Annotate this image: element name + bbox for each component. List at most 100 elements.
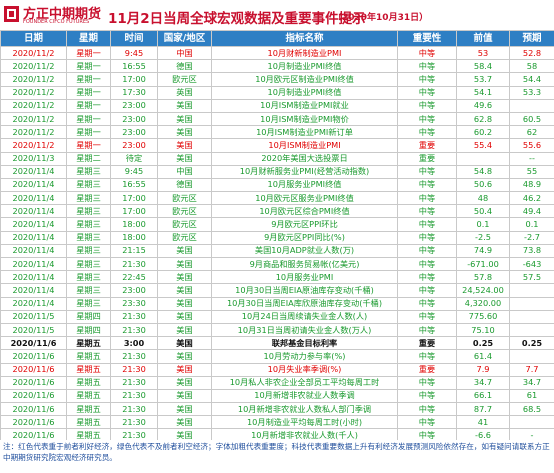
column-header-region: 国家/地区 — [157, 30, 212, 47]
cell-importance: 中等 — [397, 72, 457, 87]
cell-forecast: -2.7 — [509, 230, 554, 245]
column-header-previous: 前值 — [456, 30, 510, 47]
table-row: 2020/11/4 星期三 18:00 欧元区 9月欧元区PPI环比 中等 0.1 0.1 — [0, 217, 554, 232]
column-header-date: 日期 — [0, 30, 67, 47]
cell-region: 美国 — [157, 322, 212, 338]
cell-region: 美国 — [157, 138, 212, 153]
cell-region: 美国 — [157, 362, 212, 377]
cell-previous: -2.5 — [456, 230, 510, 245]
cell-date: 2020/11/4 — [0, 230, 67, 245]
cell-indicator: 10月ISM制造业PMI — [211, 138, 398, 153]
cell-weekday: 星期一 — [66, 98, 111, 113]
cell-date: 2020/11/6 — [0, 402, 67, 417]
cell-time: 21:30 — [110, 322, 158, 338]
column-header-indicator: 指标名称 — [211, 30, 398, 47]
cell-forecast: 0.1 — [509, 217, 554, 232]
cell-region: 美国 — [157, 256, 212, 272]
table-row: 2020/11/2 星期一 23:00 美国 10月ISM制造业PMI新订单 中等 60.2… — [0, 125, 554, 140]
cell-date: 2020/11/6 — [0, 375, 67, 390]
cell-indicator: 10月ISM制造业PMI就业 — [211, 98, 398, 113]
cell-previous — [456, 151, 510, 166]
cell-date: 2020/11/2 — [0, 85, 67, 100]
cell-indicator: 10月30日当周EIA原油库存变动(千桶) — [211, 283, 398, 298]
cell-weekday: 星期五 — [66, 362, 111, 377]
cell-time: 17:00 — [110, 204, 158, 219]
cell-importance: 中等 — [397, 415, 457, 430]
cell-previous: 53.7 — [456, 72, 510, 87]
cell-importance: 中等 — [397, 125, 457, 140]
cell-previous: 54.8 — [456, 164, 510, 179]
cell-date: 2020/11/4 — [0, 191, 67, 206]
brand-logo: 方正中期期货 FOUNDER CIFCO FUTURES — [3, 3, 101, 28]
cell-time: 17:00 — [110, 72, 158, 87]
cell-region: 美国 — [157, 98, 212, 113]
cell-indicator: 10月欧元区综合PMI终值 — [211, 204, 398, 219]
cell-previous: -671.00 — [456, 256, 510, 272]
cell-date: 2020/11/6 — [0, 362, 67, 377]
cell-importance: 中等 — [397, 177, 457, 193]
cell-weekday: 星期四 — [66, 309, 111, 324]
cell-region: 德国 — [157, 59, 212, 74]
cell-importance: 中等 — [397, 322, 457, 338]
cell-previous: 50.6 — [456, 177, 510, 193]
cell-importance: 中等 — [397, 230, 457, 245]
cell-weekday: 星期三 — [66, 296, 111, 311]
cell-weekday: 星期一 — [66, 111, 111, 127]
cell-time: 3:00 — [110, 336, 158, 351]
cell-previous: 66.1 — [456, 388, 510, 404]
cell-time: 23:00 — [110, 138, 158, 153]
cell-region: 中国 — [157, 164, 212, 179]
table-row: 2020/11/5 星期四 21:30 美国 10月31日当周初请失业金人数(万人) 中等… — [0, 322, 554, 338]
cell-importance: 中等 — [397, 164, 457, 179]
cell-importance: 中等 — [397, 375, 457, 390]
cell-forecast: 73.8 — [509, 243, 554, 259]
cell-importance: 中等 — [397, 256, 457, 272]
cell-forecast: -643 — [509, 256, 554, 272]
cell-region: 美国 — [157, 111, 212, 127]
cell-forecast: 58 — [509, 59, 554, 74]
cell-weekday: 星期一 — [66, 125, 111, 140]
table-row: 2020/11/2 星期一 17:00 欧元区 10月欧元区制造业PMI终值 中等 53.7… — [0, 72, 554, 87]
cell-indicator: 10月30日当周EIA库欣原油库存变动(千桶) — [211, 296, 398, 311]
cell-weekday: 星期一 — [66, 45, 111, 61]
cell-indicator: 9月欧元区PPI环比 — [211, 217, 398, 232]
cell-forecast: 61 — [509, 388, 554, 404]
cell-importance: 重要 — [397, 362, 457, 377]
cell-region: 英国 — [157, 85, 212, 100]
cell-previous: 49.6 — [456, 98, 510, 113]
cell-region: 欧元区 — [157, 230, 212, 245]
logo-subtext: FOUNDER CIFCO FUTURES — [23, 19, 90, 25]
cell-previous: 60.2 — [456, 125, 510, 140]
cell-previous: 24,524.00 — [456, 283, 510, 298]
cell-time: 21:30 — [110, 402, 158, 417]
cell-indicator: 10月24日当周续请失业金人数(人) — [211, 309, 398, 324]
cell-time: 9:45 — [110, 45, 158, 61]
table-row: 2020/11/2 星期一 9:45 中国 10月财新制造业PMI 中等 53 52.8 — [0, 45, 554, 61]
cell-forecast: 68.5 — [509, 402, 554, 417]
cell-forecast: 53.3 — [509, 85, 554, 100]
table-row: 2020/11/6 星期五 21:30 美国 10月劳动力参与率(%) 中等 61.4 — [0, 349, 554, 364]
cell-date: 2020/11/3 — [0, 151, 67, 166]
cell-region: 美国 — [157, 336, 212, 351]
cell-importance: 中等 — [397, 45, 457, 61]
column-header-time: 时间 — [110, 30, 158, 47]
cell-region: 美国 — [157, 388, 212, 404]
cell-date: 2020/11/2 — [0, 72, 67, 87]
cell-indicator: 10月欧元区服务业PMI终值 — [211, 191, 398, 206]
table-row: 2020/11/6 星期五 21:30 美国 10月新增非农就业人数私人部门季调 中等 87… — [0, 402, 554, 417]
cell-region: 美国 — [157, 296, 212, 311]
cell-time: 17:30 — [110, 85, 158, 100]
cell-date: 2020/11/6 — [0, 349, 67, 364]
cell-indicator: 10月私人非农企业全部员工平均每周工时 — [211, 375, 398, 390]
table-row: 2020/11/6 星期五 3:00 美国 联邦基金目标利率 重要 0.25 0.25 — [0, 336, 554, 351]
cell-previous: 55.4 — [456, 138, 510, 153]
cell-region: 欧元区 — [157, 191, 212, 206]
cell-region: 中国 — [157, 45, 212, 61]
cell-time: 21:30 — [110, 309, 158, 324]
cell-forecast — [509, 322, 554, 338]
column-header-weekday: 星期 — [66, 30, 111, 47]
cell-forecast: 46.2 — [509, 191, 554, 206]
table-row: 2020/11/2 星期一 16:55 德国 10月制造业PMI终值 中等 58.4 58 — [0, 59, 554, 74]
cell-forecast — [509, 296, 554, 311]
table-row: 2020/11/4 星期三 16:55 德国 10月服务业PMI终值 中等 50.6 48.9 — [0, 177, 554, 193]
